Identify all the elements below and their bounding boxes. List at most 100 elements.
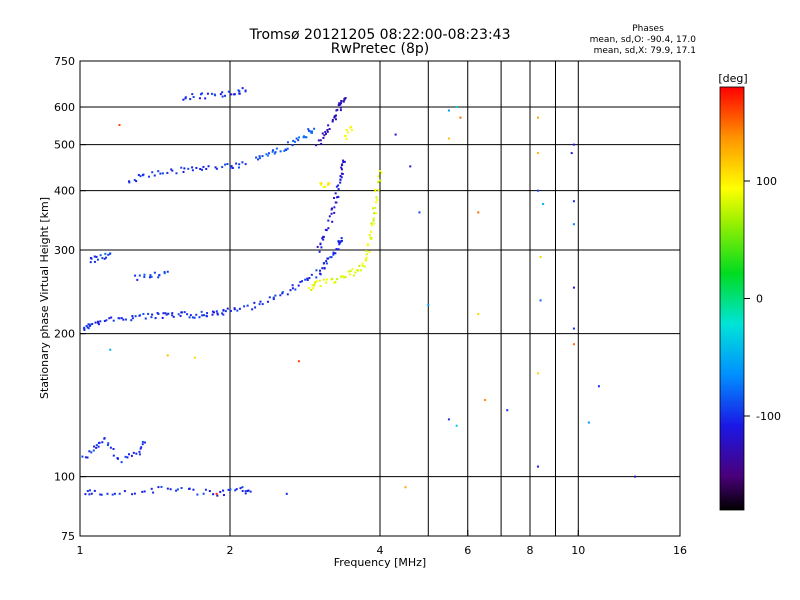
- data-point: [327, 124, 330, 127]
- data-point: [219, 93, 222, 96]
- data-point: [261, 303, 264, 306]
- data-point: [101, 441, 104, 444]
- data-point: [249, 490, 252, 493]
- data-point: [272, 296, 275, 299]
- data-point: [177, 313, 180, 316]
- data-point: [336, 278, 339, 281]
- data-point: [273, 152, 276, 155]
- data-point: [246, 304, 249, 307]
- data-point: [334, 281, 337, 284]
- data-point: [244, 492, 247, 495]
- data-point: [310, 288, 313, 291]
- data-point: [138, 274, 141, 277]
- data-point: [319, 183, 322, 186]
- data-point: [192, 95, 195, 98]
- data-point: [204, 488, 207, 491]
- data-point: [315, 144, 318, 147]
- data-point: [337, 241, 340, 244]
- data-point: [325, 229, 328, 232]
- data-point: [272, 298, 275, 301]
- data-point: [283, 149, 286, 152]
- data-point: [164, 312, 167, 315]
- data-point: [133, 492, 136, 495]
- data-point: [161, 316, 164, 319]
- data-point: [325, 262, 328, 265]
- data-point: [317, 139, 320, 142]
- data-point: [337, 104, 340, 107]
- data-point: [363, 265, 366, 268]
- data-point: [138, 450, 141, 453]
- data-point: [170, 168, 173, 171]
- data-point: [84, 493, 87, 496]
- data-point: [370, 236, 373, 239]
- data-point: [320, 246, 323, 249]
- data-point: [307, 128, 310, 131]
- data-point: [255, 156, 258, 159]
- data-point: [344, 275, 347, 278]
- data-point: [342, 161, 345, 164]
- data-point: [118, 492, 121, 495]
- data-point: [93, 489, 96, 492]
- phase-stats-x: mean, sd,X: 79.9, 17.1: [594, 46, 696, 56]
- data-point: [340, 166, 343, 169]
- data-point: [477, 211, 480, 214]
- data-point: [191, 93, 194, 96]
- data-point: [101, 257, 104, 260]
- data-point: [343, 160, 346, 163]
- data-point: [241, 87, 244, 90]
- data-point: [188, 487, 191, 490]
- data-point: [297, 360, 300, 363]
- data-point: [377, 189, 380, 192]
- data-point: [339, 240, 342, 243]
- data-point: [138, 314, 141, 317]
- data-point: [291, 287, 294, 290]
- data-point: [372, 217, 375, 220]
- data-point: [572, 343, 575, 346]
- data-point: [87, 327, 90, 330]
- data-point: [330, 207, 333, 210]
- data-point: [281, 292, 284, 295]
- y-axis-label: Stationary phase Virtual Height [km]: [38, 197, 51, 399]
- data-point: [334, 118, 337, 121]
- x-tick-label: 8: [527, 544, 534, 557]
- data-point: [96, 320, 99, 323]
- data-point: [326, 130, 329, 133]
- chart-subtitle: RwPretec (8p): [331, 41, 429, 57]
- data-point: [166, 270, 169, 273]
- data-point: [128, 453, 131, 456]
- data-point: [202, 165, 205, 168]
- data-point: [315, 280, 318, 283]
- data-point: [294, 140, 297, 143]
- data-point: [99, 320, 102, 323]
- data-point: [338, 243, 341, 246]
- data-point: [339, 103, 342, 106]
- data-point: [274, 294, 277, 297]
- data-point: [254, 306, 257, 309]
- data-point: [337, 188, 340, 191]
- data-point: [348, 273, 351, 276]
- data-point: [295, 137, 298, 140]
- data-point: [107, 253, 110, 256]
- data-point: [340, 239, 343, 242]
- data-point: [180, 311, 183, 314]
- data-point: [89, 323, 92, 326]
- data-point: [321, 237, 324, 240]
- y-tick-label: 400: [54, 185, 75, 198]
- data-point: [330, 212, 333, 215]
- data-point: [266, 154, 269, 157]
- data-point: [313, 282, 316, 285]
- data-point: [208, 490, 211, 493]
- data-point: [334, 114, 337, 117]
- data-point: [539, 256, 542, 259]
- x-tick-label: 16: [673, 544, 687, 557]
- data-point: [160, 485, 163, 488]
- data-point: [377, 180, 380, 183]
- data-point: [323, 267, 326, 270]
- data-point: [97, 445, 100, 448]
- data-point: [358, 264, 361, 267]
- data-point: [107, 442, 110, 445]
- data-point: [274, 151, 277, 154]
- data-point: [279, 294, 282, 297]
- data-point: [206, 92, 209, 95]
